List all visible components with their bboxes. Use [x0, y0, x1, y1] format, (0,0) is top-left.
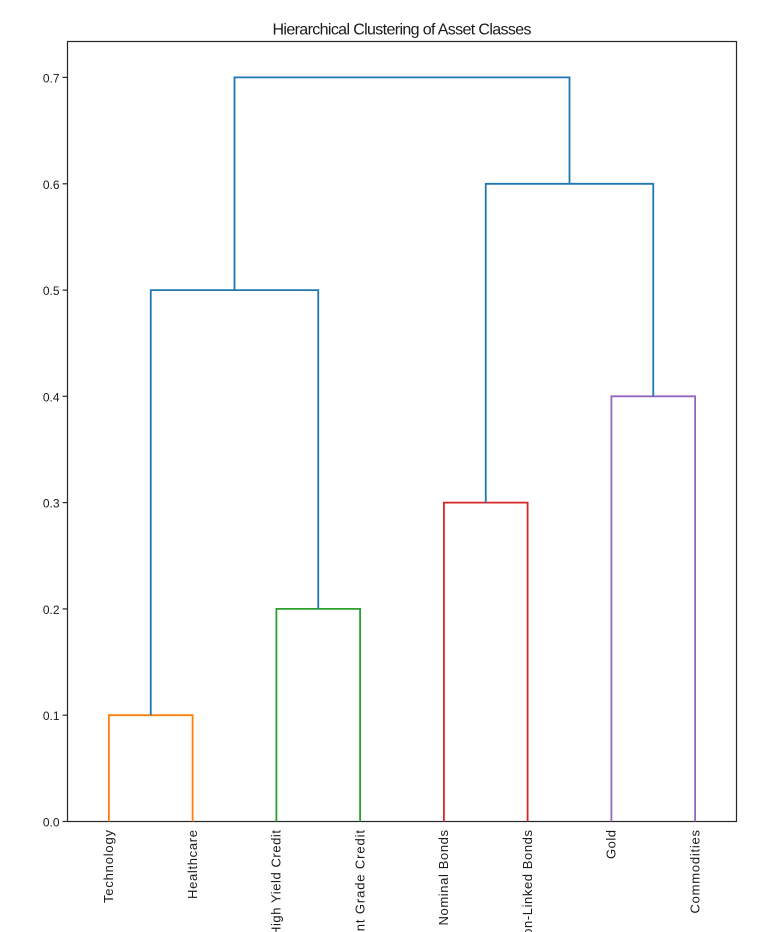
svg-text:Nominal Bonds: Nominal Bonds	[436, 830, 451, 926]
svg-text:0.6: 0.6	[43, 178, 60, 192]
svg-text:0.5: 0.5	[43, 284, 60, 298]
svg-text:Inflation-Linked Bonds: Inflation-Linked Bonds	[520, 830, 535, 932]
svg-text:Hierarchical Clustering of Ass: Hierarchical Clustering of Asset Classes	[273, 21, 532, 38]
svg-text:Commodities: Commodities	[687, 830, 702, 914]
svg-text:0.2: 0.2	[43, 603, 60, 617]
svg-text:0.1: 0.1	[43, 709, 60, 723]
svg-text:Investment Grade Credit: Investment Grade Credit	[352, 830, 367, 932]
svg-text:Healthcare: Healthcare	[185, 830, 200, 899]
svg-text:High Yield Credit: High Yield Credit	[269, 830, 284, 932]
svg-text:0.4: 0.4	[43, 390, 60, 404]
svg-text:0.3: 0.3	[43, 497, 60, 511]
svg-text:0.7: 0.7	[43, 71, 60, 85]
svg-text:Gold: Gold	[604, 830, 619, 859]
svg-text:0.0: 0.0	[43, 816, 60, 830]
svg-text:Technology: Technology	[101, 830, 116, 904]
